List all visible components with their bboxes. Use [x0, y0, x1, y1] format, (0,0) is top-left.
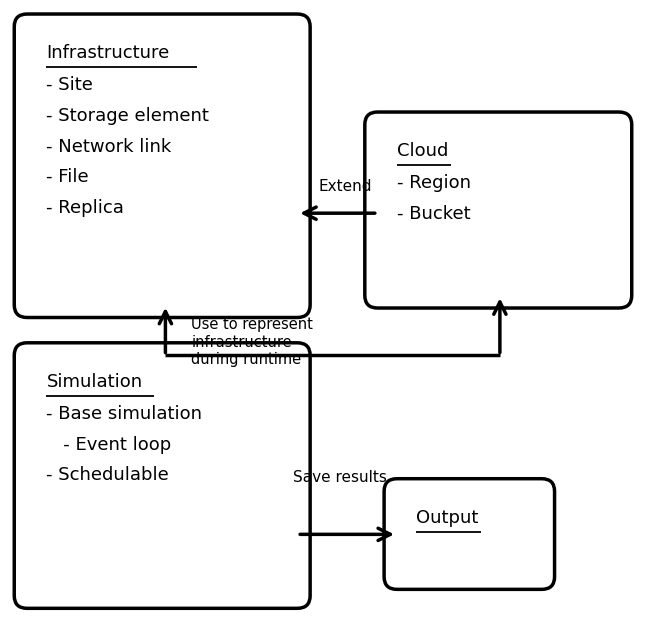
Text: - Network link: - Network link	[47, 138, 172, 156]
FancyBboxPatch shape	[365, 112, 632, 308]
Text: Extend: Extend	[318, 179, 372, 194]
Text: Cloud: Cloud	[397, 142, 448, 161]
FancyBboxPatch shape	[14, 343, 310, 608]
Text: - File: - File	[47, 168, 89, 187]
Text: - Event loop: - Event loop	[47, 436, 172, 454]
FancyBboxPatch shape	[14, 14, 310, 318]
Text: - Replica: - Replica	[47, 199, 124, 217]
Text: - Region: - Region	[397, 175, 471, 192]
Text: Infrastructure: Infrastructure	[47, 44, 170, 62]
Text: - Schedulable: - Schedulable	[47, 467, 169, 485]
Text: - Bucket: - Bucket	[397, 205, 470, 223]
Text: - Storage element: - Storage element	[47, 107, 209, 125]
Text: - Site: - Site	[47, 76, 93, 95]
Text: Output: Output	[416, 509, 479, 527]
Text: Use to represent
infrastructure
during runtime: Use to represent infrastructure during r…	[191, 318, 313, 367]
FancyBboxPatch shape	[384, 479, 554, 589]
Text: - Base simulation: - Base simulation	[47, 405, 202, 423]
Text: Simulation: Simulation	[47, 373, 143, 391]
Text: Save results: Save results	[293, 470, 388, 485]
